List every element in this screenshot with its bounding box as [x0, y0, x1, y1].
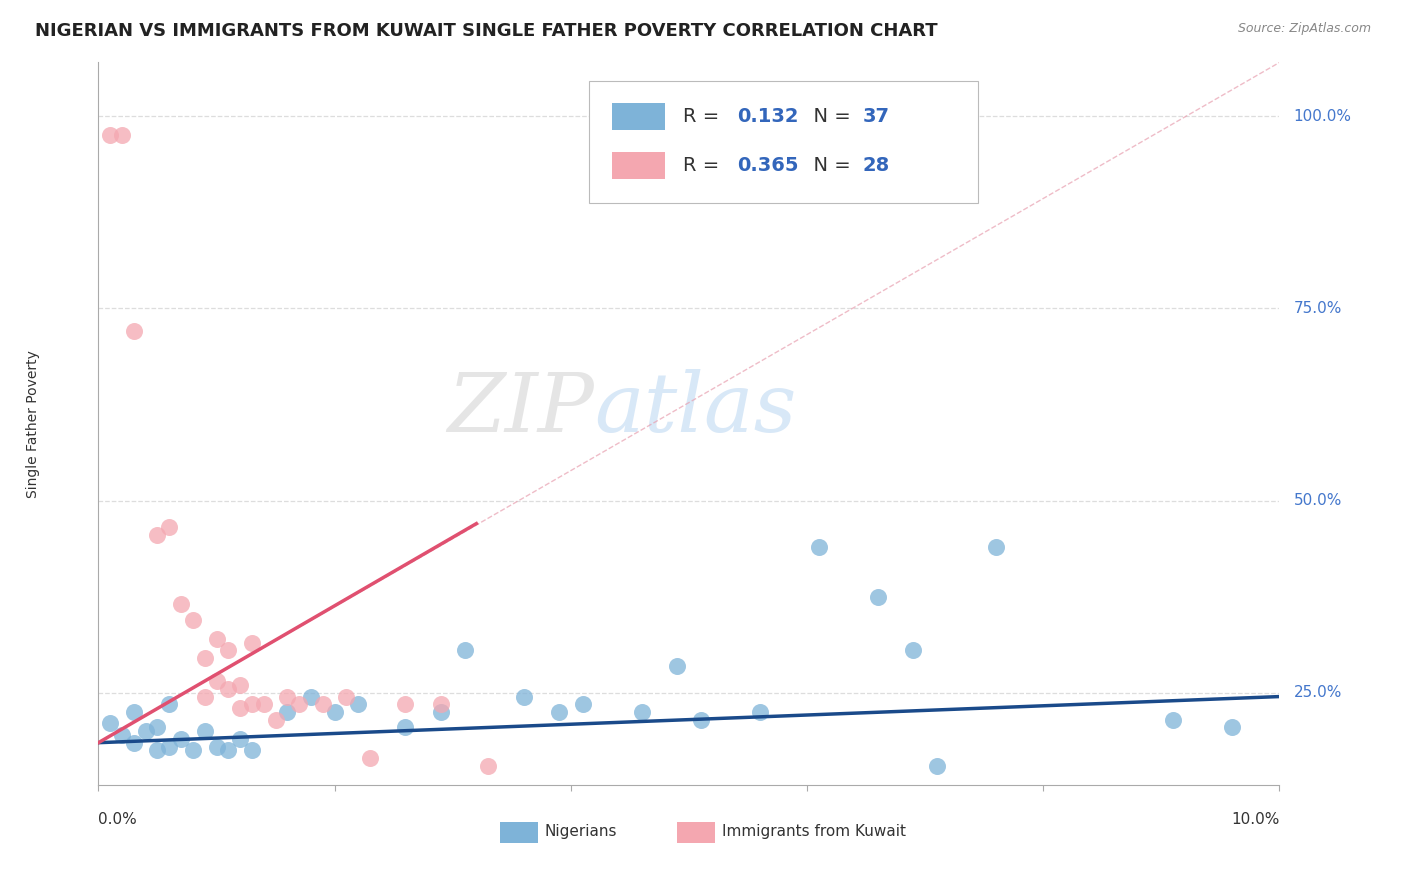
- Point: [1220, 720, 1243, 734]
- Point: [170, 598, 193, 612]
- Point: [98, 128, 121, 143]
- Point: [925, 758, 948, 772]
- Text: N =: N =: [801, 156, 858, 175]
- Text: 10.0%: 10.0%: [1232, 813, 1279, 828]
- Point: [347, 698, 370, 712]
- Point: [181, 743, 204, 757]
- Point: [217, 743, 239, 757]
- Point: [276, 690, 298, 704]
- Point: [312, 698, 335, 712]
- FancyBboxPatch shape: [589, 80, 979, 203]
- Point: [253, 698, 276, 712]
- Point: [146, 743, 169, 757]
- Point: [194, 724, 217, 739]
- Point: [571, 698, 593, 712]
- Point: [666, 658, 689, 673]
- Point: [181, 613, 204, 627]
- Point: [157, 739, 180, 754]
- Point: [866, 590, 889, 604]
- Point: [477, 758, 499, 772]
- Text: NIGERIAN VS IMMIGRANTS FROM KUWAIT SINGLE FATHER POVERTY CORRELATION CHART: NIGERIAN VS IMMIGRANTS FROM KUWAIT SINGL…: [35, 22, 938, 40]
- Point: [630, 705, 652, 719]
- Point: [394, 698, 416, 712]
- Point: [157, 520, 180, 534]
- Point: [229, 678, 252, 692]
- FancyBboxPatch shape: [501, 822, 537, 844]
- Text: R =: R =: [683, 156, 725, 175]
- Text: 0.365: 0.365: [737, 156, 799, 175]
- FancyBboxPatch shape: [612, 152, 665, 179]
- Point: [984, 540, 1007, 554]
- Point: [430, 698, 453, 712]
- Text: N =: N =: [801, 107, 858, 126]
- FancyBboxPatch shape: [678, 822, 714, 844]
- Point: [299, 690, 322, 704]
- Point: [512, 690, 534, 704]
- Point: [157, 698, 180, 712]
- Point: [264, 713, 287, 727]
- Point: [689, 713, 711, 727]
- Text: 28: 28: [862, 156, 890, 175]
- Point: [229, 731, 252, 746]
- Text: Source: ZipAtlas.com: Source: ZipAtlas.com: [1237, 22, 1371, 36]
- FancyBboxPatch shape: [612, 103, 665, 130]
- Point: [240, 743, 263, 757]
- Text: Single Father Poverty: Single Father Poverty: [27, 350, 41, 498]
- Point: [903, 643, 925, 657]
- Text: 75.0%: 75.0%: [1294, 301, 1341, 316]
- Point: [170, 731, 193, 746]
- Point: [240, 698, 263, 712]
- Point: [548, 705, 571, 719]
- Text: R =: R =: [683, 107, 725, 126]
- Point: [276, 705, 298, 719]
- Point: [205, 739, 228, 754]
- Text: 25.0%: 25.0%: [1294, 685, 1341, 700]
- Point: [205, 674, 228, 689]
- Point: [217, 643, 239, 657]
- Point: [146, 720, 169, 734]
- Point: [98, 716, 121, 731]
- Point: [146, 528, 169, 542]
- Point: [217, 681, 239, 696]
- Point: [807, 540, 830, 554]
- Point: [335, 690, 357, 704]
- Point: [240, 636, 263, 650]
- Point: [477, 789, 499, 804]
- Point: [194, 651, 217, 665]
- Text: 0.132: 0.132: [737, 107, 799, 126]
- Point: [394, 720, 416, 734]
- Point: [1161, 713, 1184, 727]
- Text: 50.0%: 50.0%: [1294, 493, 1341, 508]
- Point: [135, 724, 157, 739]
- Point: [453, 643, 475, 657]
- Point: [748, 705, 770, 719]
- Point: [288, 698, 311, 712]
- Text: 37: 37: [862, 107, 890, 126]
- Point: [111, 728, 134, 742]
- Point: [111, 128, 134, 143]
- Point: [205, 632, 228, 646]
- Point: [194, 690, 217, 704]
- Text: atlas: atlas: [595, 369, 797, 450]
- Point: [122, 705, 145, 719]
- Point: [122, 325, 145, 339]
- Text: 100.0%: 100.0%: [1294, 109, 1351, 124]
- Text: Immigrants from Kuwait: Immigrants from Kuwait: [723, 824, 905, 839]
- Text: ZIP: ZIP: [447, 369, 595, 450]
- Point: [430, 705, 453, 719]
- Text: 0.0%: 0.0%: [98, 813, 138, 828]
- Point: [359, 751, 381, 765]
- Point: [122, 736, 145, 750]
- Text: Nigerians: Nigerians: [546, 824, 617, 839]
- Point: [323, 705, 346, 719]
- Point: [229, 701, 252, 715]
